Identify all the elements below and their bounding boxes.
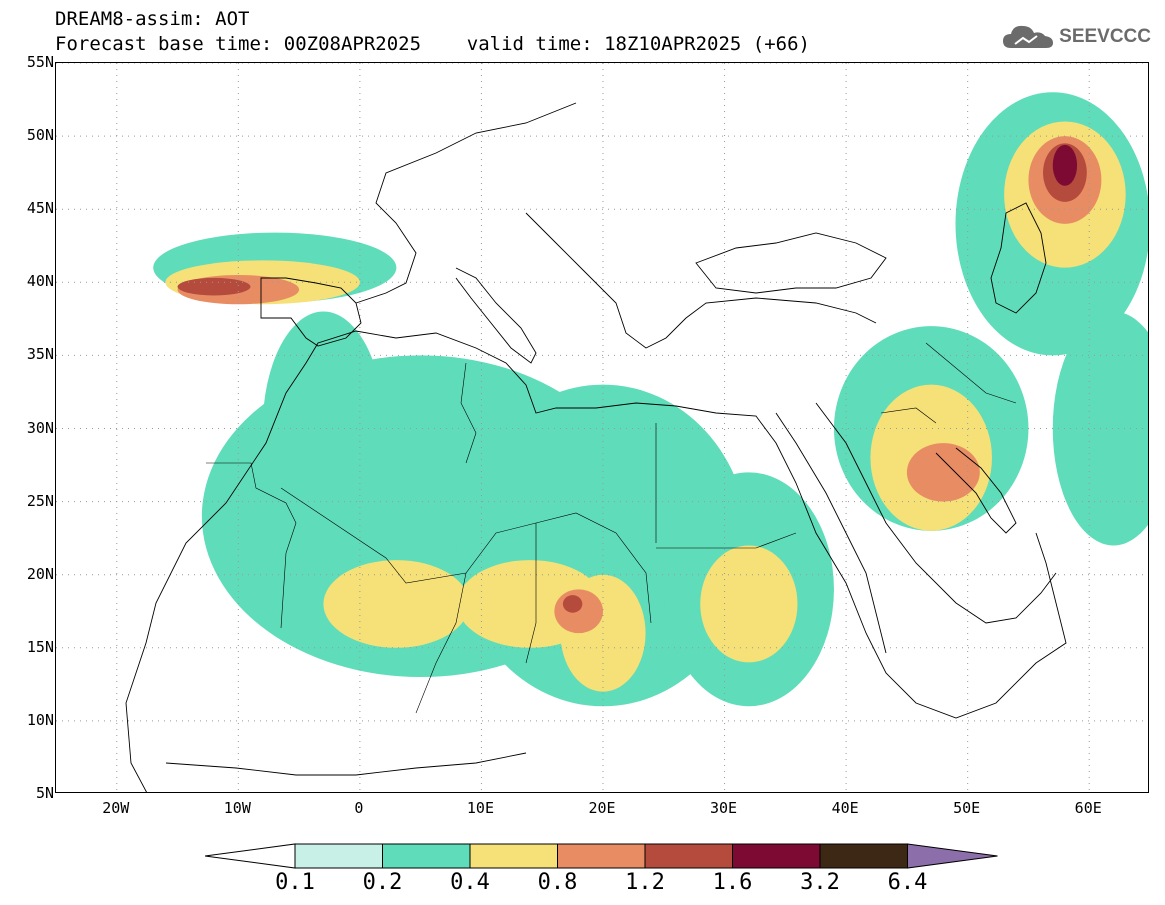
lon-tick-label: 10E: [466, 799, 494, 817]
lon-tick-label: 50E: [953, 799, 981, 817]
map-title: DREAM8-assim: AOT: [55, 8, 250, 30]
dust-region-level-4: [177, 277, 251, 296]
lat-tick-label: 45N: [26, 199, 54, 218]
grid-layer: [56, 63, 1148, 792]
coastlines: [125, 102, 1067, 792]
lat-tick-label: 55N: [26, 53, 54, 71]
lat-tick-label: 25N: [26, 491, 54, 510]
colorbar: [204, 842, 1000, 874]
colorbar-tick-label: 3.2: [800, 870, 840, 895]
seevccc-logo: SEEVCCC: [1001, 22, 1151, 52]
colorbar-segment: [382, 843, 471, 869]
lat-tick-label: 30N: [26, 418, 54, 437]
colorbar-low-arrow: [204, 843, 296, 869]
colorbar-segment: [469, 843, 558, 869]
colorbar-tick-label: 0.1: [275, 870, 315, 895]
lon-tick-label: 40E: [831, 799, 859, 817]
colorbar-segment: [557, 843, 646, 869]
lon-tick-label: 60E: [1074, 799, 1102, 817]
dust-region-level-3: [906, 443, 980, 502]
dust-region-level-2: [323, 560, 470, 648]
colorbar-tick-label: 0.8: [537, 870, 578, 895]
dust-region-level-5: [1052, 144, 1078, 186]
lat-tick-label: 5N: [35, 784, 54, 802]
cloud-icon: [1003, 25, 1054, 48]
colorbar-segment: [644, 843, 733, 869]
logo-text: SEEVCCC: [1059, 26, 1151, 47]
lat-tick-label: 50N: [26, 126, 54, 145]
lon-tick-label: 20E: [588, 799, 616, 817]
lat-tick-label: 20N: [26, 564, 54, 583]
lon-tick-label: 0: [354, 799, 364, 817]
lat-tick-label: 15N: [26, 637, 54, 656]
dust-region-level-3: [554, 589, 603, 634]
lon-tick-label: 20W: [102, 799, 130, 817]
map-frame: [55, 62, 1149, 793]
dust-region-level-2: [700, 545, 798, 663]
colorbar-segment: [732, 843, 821, 869]
dust-layer: [153, 92, 1148, 707]
colorbar-tick-label: 6.4: [887, 870, 928, 895]
borders: [206, 342, 1017, 714]
lon-tick-label: 10W: [223, 799, 251, 817]
colorbar-segment: [819, 843, 908, 869]
colorbar-tick-label: 1.6: [712, 870, 753, 895]
colorbar-segment: [294, 843, 383, 869]
lon-tick-label: 30E: [710, 799, 738, 817]
colorbar-high-arrow: [907, 843, 998, 869]
colorbar-tick-label: 1.2: [625, 870, 665, 895]
dust-region-level-4: [562, 595, 583, 613]
colorbar-tick-label: 0.2: [362, 870, 403, 895]
lat-tick-label: 10N: [26, 710, 54, 729]
lat-tick-label: 35N: [26, 345, 54, 364]
colorbar-svg: [204, 843, 998, 869]
lat-tick-label: 40N: [26, 272, 54, 291]
colorbar-tick-label: 0.4: [450, 870, 490, 895]
forecast-time-line: Forecast base time: 00Z08APR2025 valid t…: [55, 33, 810, 55]
aot-map: [56, 63, 1148, 792]
